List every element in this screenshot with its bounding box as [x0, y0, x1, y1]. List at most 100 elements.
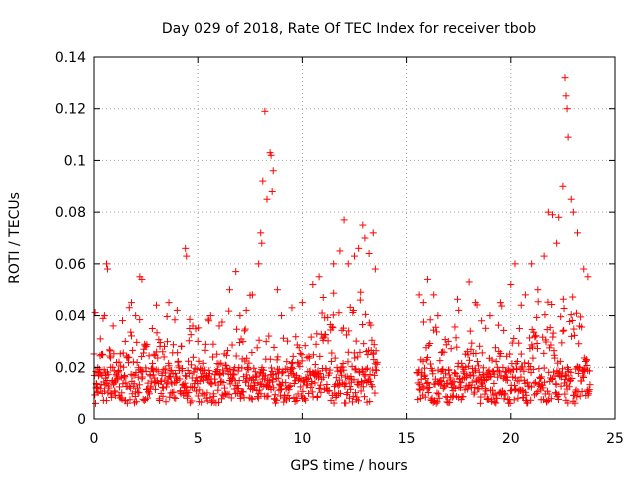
data-point	[355, 244, 363, 252]
data-point-cloud	[549, 329, 557, 337]
data-point	[573, 229, 581, 237]
data-point	[359, 221, 367, 229]
data-point	[540, 252, 548, 260]
y-tick-label: 0.04	[55, 309, 86, 325]
data-point-cloud	[222, 351, 230, 359]
data-point-cloud	[240, 327, 248, 335]
data-point-cloud	[308, 379, 316, 387]
data-point-cloud	[184, 392, 192, 400]
data-point-cloud	[140, 345, 148, 353]
data-point-cloud	[267, 364, 275, 372]
data-point-cloud	[242, 371, 250, 379]
data-point-cloud	[453, 343, 461, 351]
data-point-cloud	[534, 298, 542, 306]
data-point-cloud	[490, 379, 498, 387]
data-point	[371, 265, 379, 273]
data-point	[267, 151, 275, 159]
data-point-cloud	[185, 357, 193, 365]
data-point-cloud	[351, 389, 359, 397]
data-point	[553, 239, 561, 247]
data-point-cloud	[425, 383, 433, 391]
y-axis-label: ROTI / TECUs	[7, 192, 23, 284]
data-point-cloud	[107, 354, 115, 362]
data-point-cloud	[557, 382, 565, 390]
data-point	[259, 177, 267, 185]
data-point-cloud	[500, 389, 508, 397]
data-point-cloud	[146, 390, 154, 398]
data-point-cloud	[217, 377, 225, 385]
data-point-cloud	[171, 369, 179, 377]
data-point-cloud	[127, 370, 135, 378]
data-point-cloud	[498, 302, 506, 310]
data-point-cloud	[208, 380, 216, 388]
data-point	[534, 286, 542, 294]
data-point-cloud	[441, 336, 449, 344]
data-point-cloud	[438, 377, 446, 385]
data-point-cloud	[296, 362, 304, 370]
data-point-cloud	[436, 357, 444, 365]
data-point-cloud	[118, 395, 126, 403]
data-point-cloud	[515, 377, 523, 385]
data-point-cloud	[440, 348, 448, 356]
data-point	[225, 286, 233, 294]
data-point-cloud	[178, 342, 186, 350]
data-point	[507, 281, 515, 289]
data-point-cloud	[561, 390, 569, 398]
data-point-cloud	[135, 389, 143, 397]
data-point-cloud	[156, 338, 164, 346]
data-point-cloud	[348, 398, 356, 406]
data-point-cloud	[366, 378, 374, 386]
data-point-cloud	[422, 375, 430, 383]
data-point-cloud	[479, 364, 487, 372]
data-point-cloud	[163, 312, 171, 320]
data-point-cloud	[312, 340, 320, 348]
data-point-cloud	[459, 364, 467, 372]
data-point-cloud	[145, 352, 153, 360]
data-point-cloud	[244, 366, 252, 374]
data-point	[138, 275, 146, 283]
data-point-cloud	[194, 392, 202, 400]
x-tick-label: 0	[90, 431, 99, 447]
data-point-cloud	[508, 386, 516, 394]
data-point-cloud	[143, 340, 151, 348]
data-point-cloud	[427, 360, 435, 368]
data-point-cloud	[543, 397, 551, 405]
data-point-cloud	[134, 388, 142, 396]
data-point	[434, 312, 442, 320]
data-point-cloud	[424, 354, 432, 362]
data-point-cloud	[458, 359, 466, 367]
data-point-cloud	[105, 384, 113, 392]
data-point-cloud	[188, 397, 196, 405]
data-point-cloud	[261, 372, 269, 380]
data-point-cloud	[329, 324, 337, 332]
data-point-cloud	[176, 375, 184, 383]
data-point-cloud	[517, 373, 525, 381]
data-point-cloud	[339, 359, 347, 367]
data-point-cloud	[544, 396, 552, 404]
data-point-cloud	[196, 377, 204, 385]
data-point-cloud	[501, 391, 509, 399]
data-point-cloud	[441, 383, 449, 391]
data-point-cloud	[326, 366, 334, 374]
data-point-cloud	[567, 311, 575, 319]
data-point-cloud	[540, 349, 548, 357]
data-point-cloud	[209, 353, 217, 361]
data-point-cloud	[335, 309, 343, 317]
data-point	[103, 260, 111, 268]
data-point-cloud	[109, 322, 117, 330]
data-point-cloud	[128, 332, 136, 340]
data-point-cloud	[108, 393, 116, 401]
data-point	[521, 291, 529, 299]
data-point-cloud	[93, 383, 101, 391]
data-point-cloud	[424, 388, 432, 396]
data-point-cloud	[518, 363, 526, 371]
data-point-cloud	[276, 392, 284, 400]
x-tick-label: 10	[293, 431, 311, 447]
data-point-cloud	[339, 324, 347, 332]
data-point-cloud	[331, 354, 339, 362]
data-point-cloud	[241, 325, 249, 333]
data-point	[273, 286, 281, 294]
data-point-cloud	[371, 360, 379, 368]
data-point-cloud	[426, 340, 434, 348]
data-point-cloud	[311, 361, 319, 369]
